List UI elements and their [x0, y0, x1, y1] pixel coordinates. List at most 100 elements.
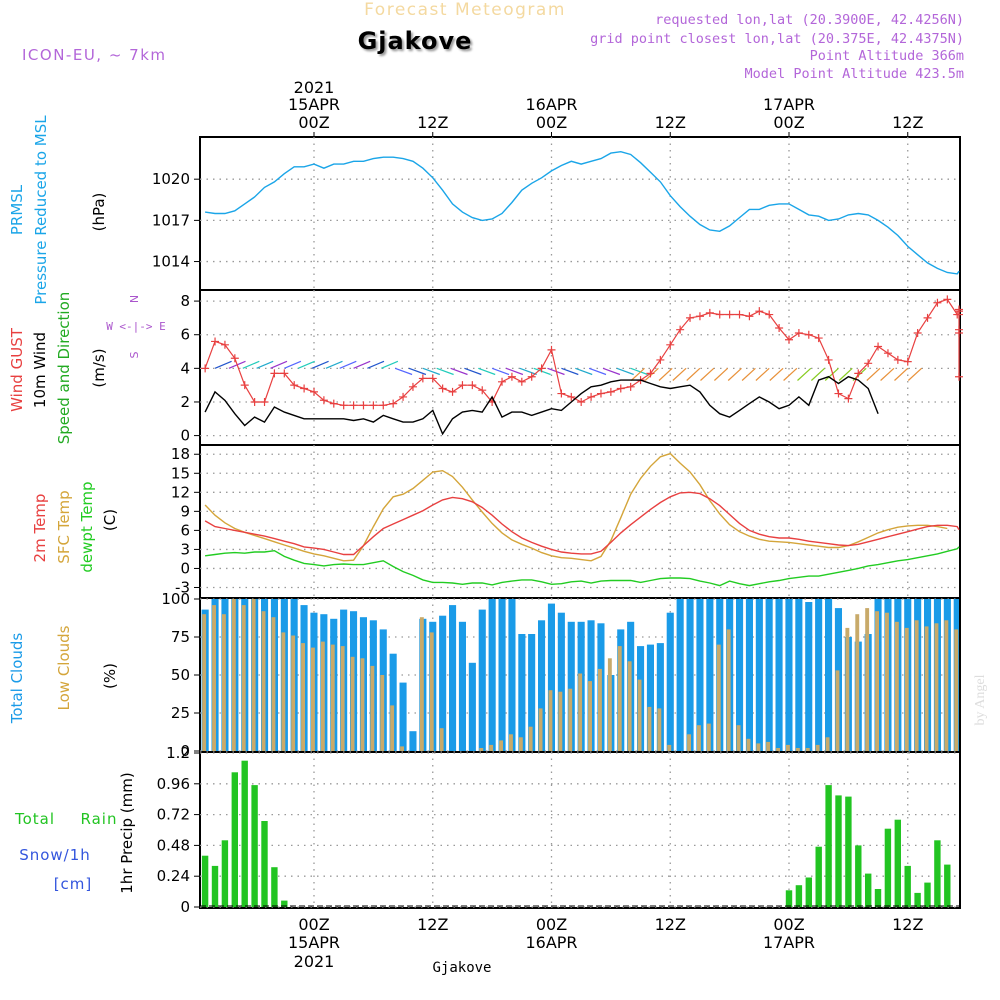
- low-cloud-bar: [815, 744, 820, 751]
- low-cloud-bar: [637, 679, 642, 751]
- time-label-bottom-date: 16APR: [525, 933, 577, 952]
- total-cloud-bar: [646, 644, 654, 751]
- wind-unit: (m/s): [90, 348, 108, 387]
- total-cloud-bar: [478, 609, 486, 751]
- total-cloud-bar: [528, 634, 536, 751]
- wind-direction-arrow: [519, 367, 537, 376]
- panel-frame-4: [199, 751, 961, 909]
- wind-direction-arrow: [713, 367, 729, 381]
- wind-direction-arrow: [769, 367, 784, 381]
- low-cloud-bar: [736, 725, 741, 751]
- wind-gust-marker: [359, 401, 368, 410]
- wind-direction-arrow: [700, 367, 715, 381]
- wind-gust-marker: [329, 399, 338, 408]
- temp-label-2: SFC Temp: [55, 490, 73, 563]
- time-label-top-hour: 00Z: [773, 113, 804, 132]
- wind-gust-marker: [300, 384, 309, 393]
- y-tick-label: 25: [171, 704, 190, 722]
- wind-gust-marker: [695, 312, 704, 321]
- wind-direction-arrow: [242, 360, 260, 369]
- y-tick-label: 0.24: [157, 867, 190, 885]
- rain-bar: [815, 846, 822, 907]
- wind-gust-marker: [596, 389, 605, 398]
- rain-bar: [855, 845, 862, 907]
- wind-gust-marker: [448, 387, 457, 396]
- wind-gust-marker: [201, 364, 210, 373]
- wind-direction-arrow: [644, 367, 659, 381]
- time-label-bottom-hour: 12Z: [655, 915, 686, 934]
- low-cloud-bar: [944, 620, 949, 751]
- wind-gust-marker: [883, 349, 892, 358]
- rain-bar: [825, 785, 832, 907]
- wind-gust-marker: [676, 325, 685, 334]
- precip-labels: Total Rain Snow/1h [cm] 1hr Precip (mm): [14, 772, 136, 893]
- low-cloud-bar: [548, 690, 553, 751]
- wind-direction-arrow: [408, 367, 427, 376]
- wind-gust-marker: [834, 389, 843, 398]
- wind-gust-marker: [379, 401, 388, 410]
- total-cloud-bar: [696, 599, 704, 751]
- cloud-unit: (%): [101, 663, 119, 689]
- time-label-top-hour: 12Z: [417, 113, 448, 132]
- rain-bar: [934, 840, 941, 907]
- wind-gust-marker: [220, 340, 229, 349]
- rain-bar: [914, 892, 921, 907]
- total-cloud-bar: [765, 599, 773, 751]
- time-label-bottom-date: 17APR: [763, 933, 815, 952]
- low-cloud-bar: [786, 744, 790, 751]
- grid-point-coords: grid point closest lon,lat (20.375E, 42.…: [590, 31, 964, 47]
- wind-gust-marker: [804, 330, 813, 339]
- footer-location: Gjakove: [432, 960, 491, 976]
- y-tick-label: 4: [180, 359, 190, 377]
- wind-direction-arrow: [880, 367, 895, 381]
- rain-bar: [835, 795, 842, 907]
- cloud-labels: Total Clouds Low Clouds (%): [8, 625, 119, 724]
- top-year: 2021: [294, 78, 335, 97]
- rain-bar: [874, 889, 882, 907]
- watermark: by Angel: [973, 674, 988, 725]
- wind-labels: Wind GUST 10m Wind Speed and Direction (…: [8, 292, 166, 445]
- wind-gust-marker: [785, 335, 793, 344]
- wind-gust-marker: [725, 310, 734, 319]
- rain-bar: [261, 821, 268, 907]
- rain-bar: [241, 760, 248, 907]
- wind-gust-marker: [715, 310, 724, 319]
- wind-label-3: Speed and Direction: [55, 292, 73, 445]
- time-label-bottom-hour: 12Z: [417, 915, 448, 934]
- low-cloud-bar: [311, 647, 315, 751]
- low-cloud-bar: [617, 646, 622, 751]
- wind-gust-marker: [567, 392, 576, 401]
- wind-direction-arrow: [561, 367, 579, 376]
- title: Forecast Meteogram: [364, 0, 566, 20]
- y-tick-label: 0.72: [157, 806, 190, 824]
- low-cloud-bar: [499, 740, 503, 751]
- low-cloud-bar: [479, 748, 484, 751]
- wind-direction-arrow: [616, 367, 634, 376]
- low-cloud-bar: [271, 617, 276, 751]
- low-cloud-bar: [489, 744, 494, 751]
- wind-direction-arrow: [838, 367, 853, 381]
- wind-direction-arrow: [894, 367, 909, 381]
- bottom-year: 2021: [294, 952, 335, 971]
- y-tick-label: -3: [175, 578, 190, 596]
- wind-gust-marker: [923, 313, 932, 322]
- low-cloud-bar: [350, 656, 355, 751]
- time-label-bottom-date: 15APR: [288, 933, 340, 952]
- wind-direction-arrow: [450, 367, 468, 376]
- wind-gust-marker: [955, 329, 963, 338]
- low-cloud-bar: [845, 627, 850, 751]
- wind-direction-arrow: [658, 367, 673, 381]
- low-cloud-bar: [795, 748, 800, 751]
- wind-gust-marker: [389, 399, 398, 408]
- low-cloud-bar: [647, 706, 652, 751]
- cloud-label-2: Low Clouds: [55, 625, 73, 710]
- low-cloud-bar: [954, 629, 959, 751]
- low-cloud-bar: [400, 746, 404, 751]
- wind-gust-marker: [646, 369, 655, 378]
- low-cloud-bar: [370, 665, 375, 751]
- location-title: Gjakove: [358, 27, 473, 55]
- wind-direction-arrow: [783, 367, 798, 381]
- y-tick-label: 50: [171, 666, 190, 684]
- low-cloud-bar: [865, 608, 870, 751]
- wind-gust-marker: [854, 369, 863, 378]
